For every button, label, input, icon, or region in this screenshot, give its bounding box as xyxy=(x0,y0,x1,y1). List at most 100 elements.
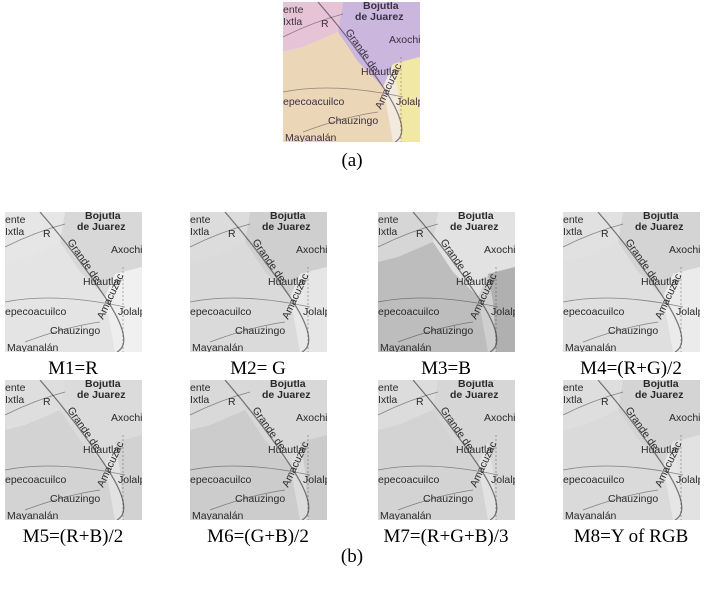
map-label: R xyxy=(416,396,424,408)
map-label: de Juarez xyxy=(262,221,310,233)
map-label: R xyxy=(228,396,236,408)
map-label: Mayanalán xyxy=(565,510,617,522)
map-label: Mayanalán xyxy=(380,342,432,354)
map-label: ente xyxy=(378,382,399,394)
method-label: M6=(G+B)/2 xyxy=(207,526,309,547)
map-label: ente xyxy=(190,214,211,226)
map-label: R xyxy=(43,396,51,408)
map-label: ente xyxy=(190,382,211,394)
map-thumbnail: Bojutlade JuarezenteIxtlaAxochiaHuautlae… xyxy=(563,378,707,522)
map-label: Chauzingo xyxy=(235,325,285,337)
map-label: Axochia xyxy=(111,244,149,256)
map-label: Axochia xyxy=(296,244,334,256)
method-label: M7=(R+G+B)/3 xyxy=(383,526,508,547)
map-label: Axochia xyxy=(484,244,522,256)
map-label: de Juarez xyxy=(450,389,498,401)
map-label: ente xyxy=(563,214,584,226)
map-label: ente xyxy=(5,214,26,226)
map-label: epecoacuilco xyxy=(378,306,439,318)
caption-b: (b) xyxy=(341,546,363,567)
map-label: epecoacuilco xyxy=(378,474,439,486)
map-label: Jolalp xyxy=(676,306,704,318)
map-label: Ixtla xyxy=(563,394,582,406)
map-label: R xyxy=(321,18,329,30)
map-label: Mayanalán xyxy=(565,342,617,354)
map-label: R xyxy=(416,228,424,240)
map-label: Ixtla xyxy=(378,226,397,238)
map-label: epecoacuilco xyxy=(190,306,251,318)
map-label: Ixtla xyxy=(190,226,209,238)
method-label: M4=(R+G)/2 xyxy=(580,358,682,379)
map-label: Chauzingo xyxy=(423,325,473,337)
method-label: M5=(R+B)/2 xyxy=(23,526,124,547)
map-label: epecoacuilco xyxy=(563,474,624,486)
map-label: Axochia xyxy=(484,412,522,424)
map-label: Jolalp xyxy=(118,306,146,318)
map-label: R xyxy=(601,228,609,240)
map-label: Jolalp xyxy=(491,306,519,318)
map-label: Jolalp xyxy=(118,474,146,486)
method-label: M2= G xyxy=(230,358,286,379)
caption-a: (a) xyxy=(341,150,362,171)
map-label: Mayanalán xyxy=(7,342,59,354)
map-label: epecoacuilco xyxy=(563,306,624,318)
map-label: Mayanalán xyxy=(192,342,244,354)
map-label: de Juarez xyxy=(635,389,683,401)
map-label: Chauzingo xyxy=(235,493,285,505)
map-label: de Juarez xyxy=(450,221,498,233)
map-label: Jolalp xyxy=(676,474,704,486)
map-label: ente xyxy=(283,4,304,16)
map-label: ente xyxy=(563,382,584,394)
map-label: Chauzingo xyxy=(608,493,658,505)
map-label: Chauzingo xyxy=(608,325,658,337)
map-label: ente xyxy=(378,214,399,226)
method-label: M8=Y of RGB xyxy=(574,526,689,547)
map-label: de Juarez xyxy=(262,389,310,401)
map-label: Chauzingo xyxy=(50,493,100,505)
map-label: epecoacuilco xyxy=(190,474,251,486)
map-label: R xyxy=(228,228,236,240)
figure: (a) (b) Bojutlade JuarezenteIxtlaAxochia… xyxy=(0,0,725,616)
map-label: Axochia xyxy=(389,34,427,46)
method-label: M3=B xyxy=(421,358,471,379)
map-label: Ixtla xyxy=(5,226,24,238)
map-label: Jolalp xyxy=(303,306,331,318)
map-label: Ixtla xyxy=(563,226,582,238)
map-label: Chauzingo xyxy=(50,325,100,337)
map-label: Mayanalán xyxy=(7,510,59,522)
map-label: Ixtla xyxy=(378,394,397,406)
map-label: Ixtla xyxy=(190,394,209,406)
map-label: de Juarez xyxy=(77,389,125,401)
method-label: M1=R xyxy=(48,358,98,379)
map-label: Chauzingo xyxy=(423,493,473,505)
map-label: de Juarez xyxy=(355,11,403,23)
map-label: Mayanalán xyxy=(192,510,244,522)
map-label: Jolalp xyxy=(396,96,424,108)
map-label: Axochia xyxy=(296,412,334,424)
map-label: R xyxy=(601,396,609,408)
map-label: de Juarez xyxy=(635,221,683,233)
map-label: epecoacuilco xyxy=(5,306,66,318)
map-label: Axochia xyxy=(669,412,707,424)
map-label: ente xyxy=(5,382,26,394)
map-thumbnail: Bojutlade JuarezenteIxtlaAxochiaHuautlae… xyxy=(378,210,522,354)
map-label: Axochia xyxy=(111,412,149,424)
map-label: Jolalp xyxy=(303,474,331,486)
map-label: de Juarez xyxy=(77,221,125,233)
map-label: Chauzingo xyxy=(328,115,378,127)
map-thumbnail: Bojutlade JuarezenteIxtlaAxochiaHuautlae… xyxy=(190,210,334,354)
map-label: R xyxy=(43,228,51,240)
map-label: Mayanalán xyxy=(285,132,337,144)
map-label: Ixtla xyxy=(283,16,302,28)
map-label: Axochia xyxy=(669,244,707,256)
map-label: Ixtla xyxy=(5,394,24,406)
map-label: Jolalp xyxy=(491,474,519,486)
map-label: Mayanalán xyxy=(380,510,432,522)
map-label: epecoacuilco xyxy=(5,474,66,486)
